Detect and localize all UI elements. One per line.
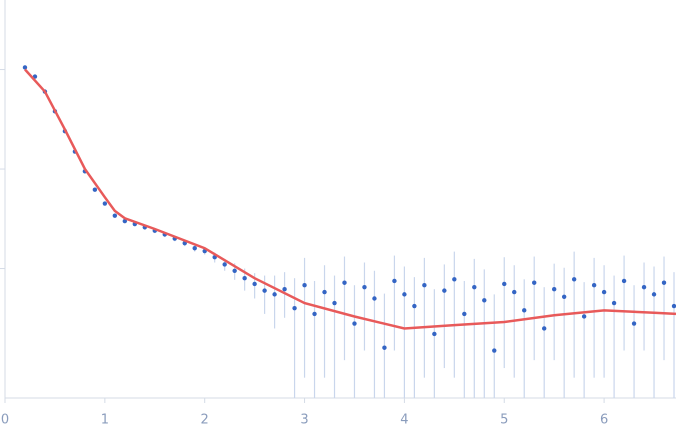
data-point xyxy=(232,268,237,273)
data-point xyxy=(452,277,457,282)
x-tick-label: 4 xyxy=(400,413,408,428)
data-point xyxy=(22,65,28,70)
data-point xyxy=(352,321,357,326)
x-tick-label: 6 xyxy=(600,413,608,428)
x-tick-label: 0 xyxy=(1,413,9,428)
data-point xyxy=(522,308,527,313)
data-point xyxy=(541,326,547,331)
data-point xyxy=(532,280,537,285)
data-point xyxy=(581,314,587,319)
data-point xyxy=(382,345,387,350)
data-point xyxy=(472,284,477,290)
data-point xyxy=(661,280,667,285)
data-point xyxy=(102,201,108,206)
data-point xyxy=(601,289,607,295)
data-point xyxy=(292,305,297,311)
data-point xyxy=(651,292,657,297)
data-point xyxy=(282,287,287,292)
data-point xyxy=(591,283,597,288)
data-point xyxy=(432,331,437,337)
data-point xyxy=(422,283,427,288)
data-point xyxy=(641,284,647,290)
data-point xyxy=(502,281,507,287)
data-point xyxy=(322,289,327,295)
data-point xyxy=(462,311,467,317)
data-point xyxy=(571,277,577,282)
x-tick-label: 1 xyxy=(101,413,109,428)
data-point xyxy=(342,280,347,285)
data-point xyxy=(561,294,567,300)
data-point xyxy=(312,311,317,317)
data-point xyxy=(412,303,417,309)
data-point xyxy=(92,187,98,192)
data-point xyxy=(332,300,337,306)
data-point xyxy=(611,300,617,306)
data-point xyxy=(222,262,227,267)
data-point xyxy=(262,288,267,293)
data-point xyxy=(631,321,637,326)
data-point xyxy=(621,278,627,284)
data-point xyxy=(252,281,257,287)
x-tick-label: 2 xyxy=(201,413,209,428)
data-point xyxy=(372,296,377,301)
x-tick-label: 5 xyxy=(500,413,508,428)
data-point xyxy=(512,289,517,295)
data-point xyxy=(671,303,676,309)
data-point xyxy=(302,283,307,288)
data-point xyxy=(242,275,247,281)
data-point xyxy=(192,246,197,251)
data-point xyxy=(482,298,487,303)
fit-line xyxy=(24,68,676,330)
data-point xyxy=(492,348,497,353)
data-point xyxy=(272,292,277,297)
data-point xyxy=(392,278,397,284)
data-point xyxy=(362,284,367,290)
data-point xyxy=(402,292,407,297)
x-tick-label: 3 xyxy=(300,413,308,428)
data-point xyxy=(112,213,118,218)
data-point xyxy=(442,288,447,293)
data-point xyxy=(551,287,557,292)
